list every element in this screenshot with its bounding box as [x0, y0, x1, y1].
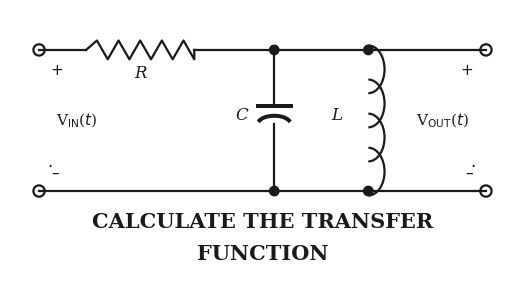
Text: –: –	[51, 166, 58, 181]
Text: V$_{\mathsf{IN}}$($\it{t}$): V$_{\mathsf{IN}}$($\it{t}$)	[56, 111, 97, 130]
Circle shape	[269, 186, 279, 196]
Text: ·: ·	[48, 158, 53, 176]
Text: R: R	[134, 65, 146, 82]
Text: +: +	[460, 63, 473, 78]
Text: +: +	[51, 63, 64, 78]
Text: CALCULATE THE TRANSFER: CALCULATE THE TRANSFER	[92, 212, 433, 232]
Text: FUNCTION: FUNCTION	[197, 244, 328, 264]
Circle shape	[364, 45, 373, 55]
Circle shape	[364, 186, 373, 196]
Circle shape	[269, 45, 279, 55]
Text: L: L	[331, 107, 342, 124]
Text: –: –	[465, 166, 473, 181]
Text: ·: ·	[470, 158, 476, 176]
Text: C: C	[236, 107, 248, 124]
Text: V$_{\mathsf{OUT}}$($\it{t}$): V$_{\mathsf{OUT}}$($\it{t}$)	[416, 111, 469, 130]
